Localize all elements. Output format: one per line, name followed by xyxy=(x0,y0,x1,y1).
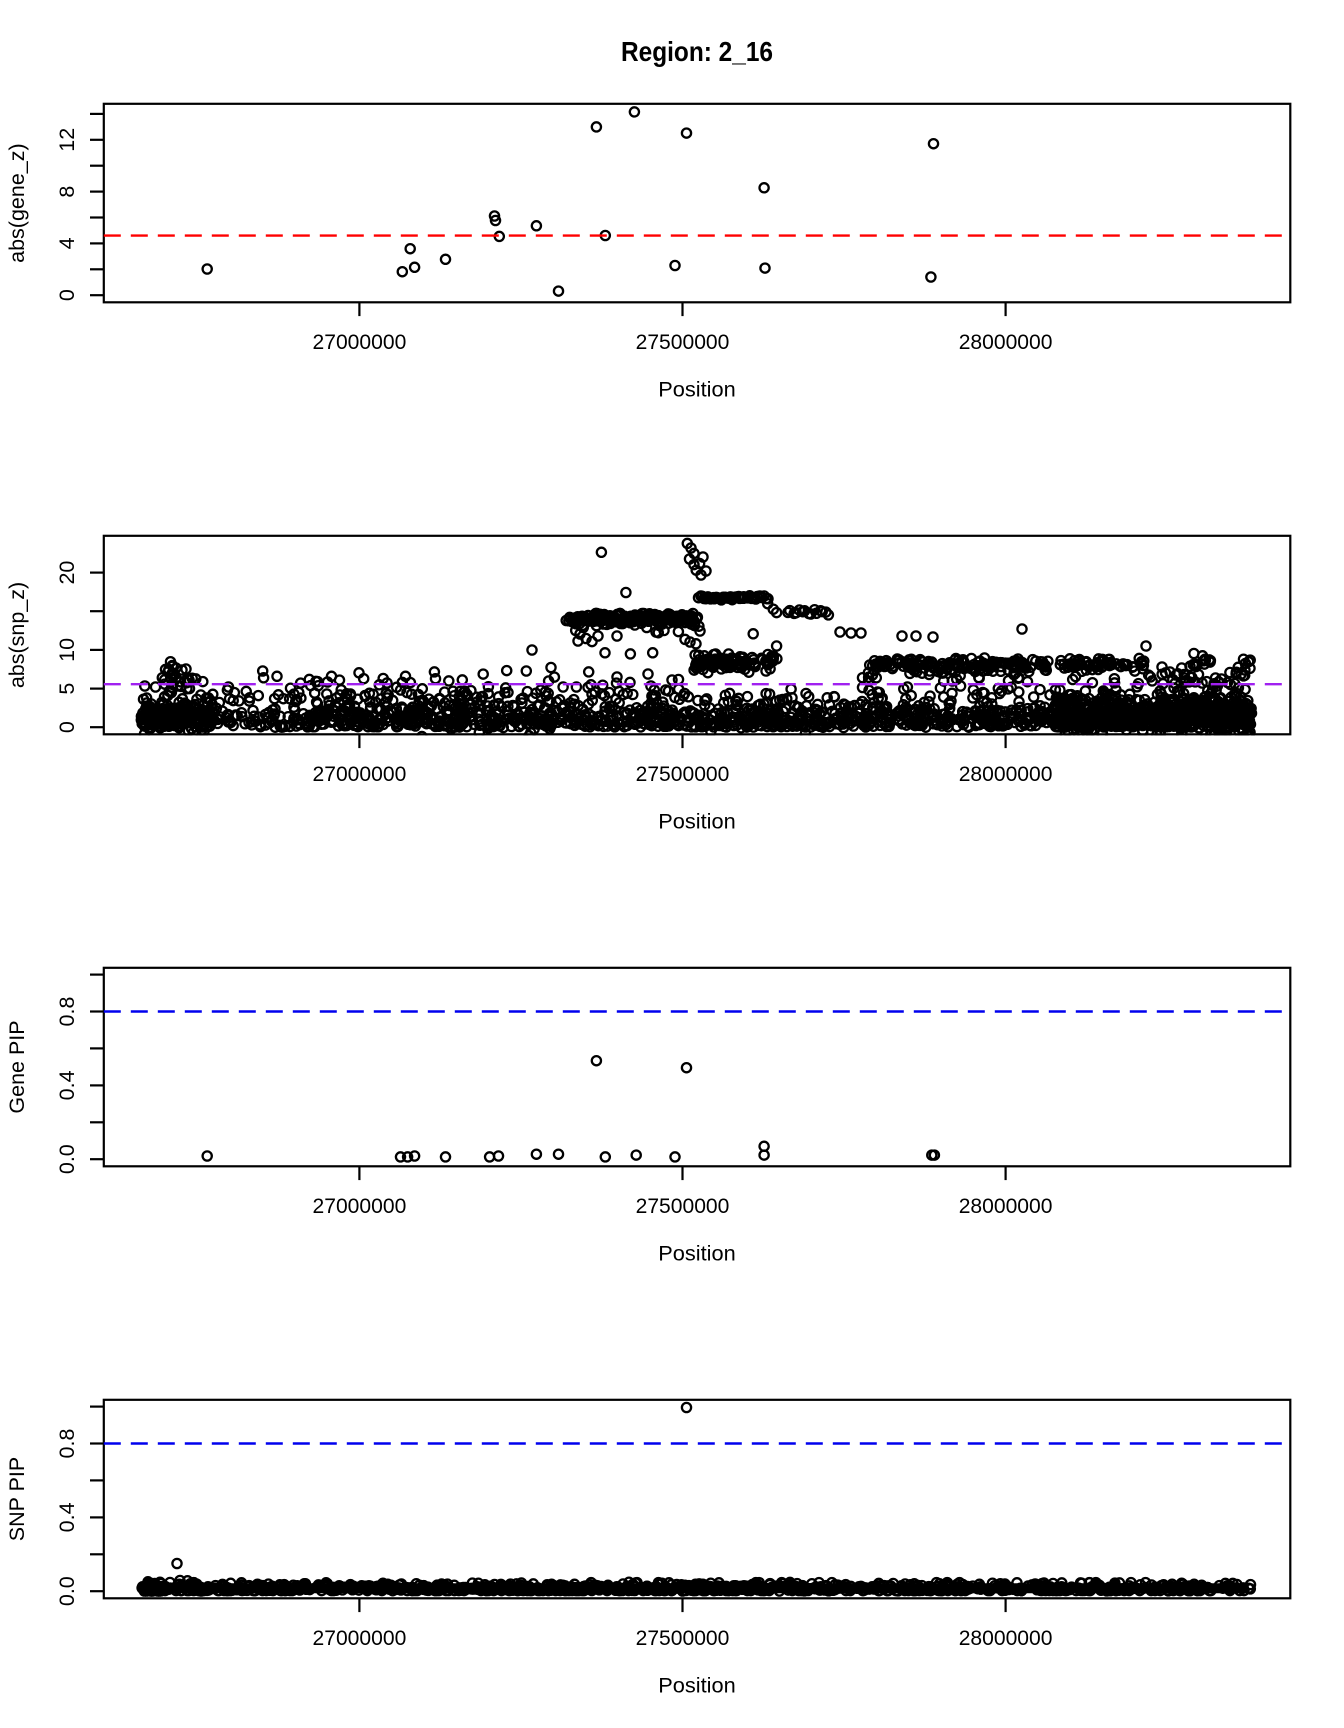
svg-text:0.0: 0.0 xyxy=(55,1576,79,1606)
svg-text:abs(gene_z): abs(gene_z) xyxy=(5,143,29,263)
svg-text:28000000: 28000000 xyxy=(959,762,1053,786)
svg-text:abs(snp_z): abs(snp_z) xyxy=(5,582,29,688)
svg-text:0.0: 0.0 xyxy=(55,1144,79,1174)
svg-text:28000000: 28000000 xyxy=(959,330,1053,354)
svg-text:27000000: 27000000 xyxy=(313,762,407,786)
svg-text:0: 0 xyxy=(55,721,79,733)
svg-text:0.4: 0.4 xyxy=(55,1070,79,1100)
svg-text:SNP PIP: SNP PIP xyxy=(5,1457,29,1541)
svg-text:28000000: 28000000 xyxy=(959,1194,1053,1218)
svg-text:10: 10 xyxy=(55,638,79,662)
svg-text:Region: 2_16: Region: 2_16 xyxy=(621,36,773,67)
svg-text:Position: Position xyxy=(658,809,736,833)
svg-text:27500000: 27500000 xyxy=(636,330,730,354)
svg-text:4: 4 xyxy=(55,237,79,249)
svg-text:20: 20 xyxy=(55,561,79,585)
svg-text:5: 5 xyxy=(55,683,79,695)
svg-text:27500000: 27500000 xyxy=(636,1194,730,1218)
svg-text:28000000: 28000000 xyxy=(959,1626,1053,1650)
svg-text:27500000: 27500000 xyxy=(636,1626,730,1650)
svg-text:0.4: 0.4 xyxy=(55,1502,79,1532)
svg-text:8: 8 xyxy=(55,186,79,198)
svg-text:0.8: 0.8 xyxy=(55,997,79,1027)
svg-text:27500000: 27500000 xyxy=(636,762,730,786)
svg-text:Position: Position xyxy=(658,377,736,401)
svg-text:Position: Position xyxy=(658,1241,736,1265)
svg-text:Gene PIP: Gene PIP xyxy=(5,1020,29,1113)
svg-text:0: 0 xyxy=(55,289,79,301)
svg-text:27000000: 27000000 xyxy=(313,1194,407,1218)
svg-text:0.8: 0.8 xyxy=(55,1429,79,1459)
svg-text:Position: Position xyxy=(658,1673,736,1697)
svg-text:27000000: 27000000 xyxy=(313,330,407,354)
svg-text:27000000: 27000000 xyxy=(313,1626,407,1650)
svg-text:12: 12 xyxy=(55,128,79,152)
